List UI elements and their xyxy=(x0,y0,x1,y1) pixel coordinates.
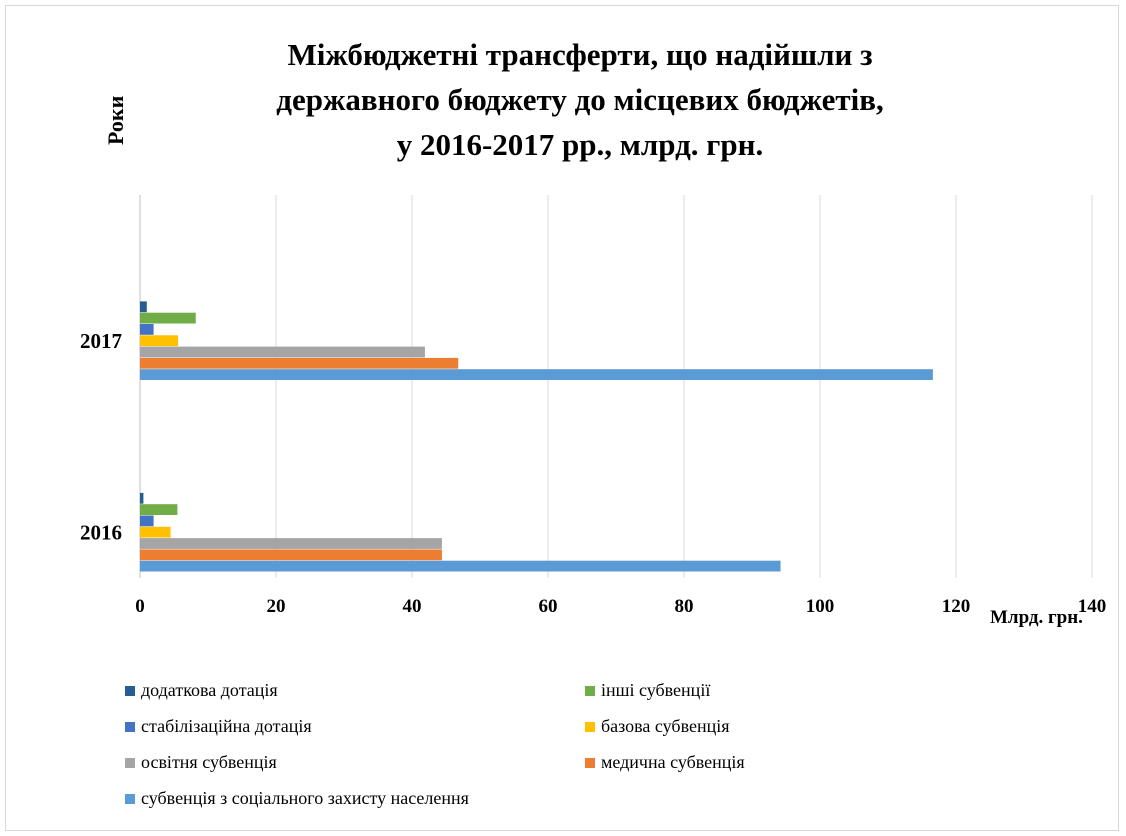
x-tick-label: 140 xyxy=(1078,596,1107,617)
bar xyxy=(140,549,442,561)
x-tick-label: 20 xyxy=(267,596,286,617)
bar xyxy=(140,560,781,572)
legend-label: інші субвенції xyxy=(601,680,711,700)
bar xyxy=(140,504,178,515)
title-line-1: Міжбюджетні трансферти, що надійшли з xyxy=(287,37,873,72)
x-tick-label: 0 xyxy=(135,596,145,617)
bar xyxy=(140,357,459,369)
chart-frame xyxy=(5,5,1119,831)
legend-swatch xyxy=(125,685,135,696)
bar xyxy=(140,515,154,527)
legend-swatch xyxy=(585,757,595,768)
legend-label: медична субвенція xyxy=(601,752,745,772)
legend-label: базова субвенція xyxy=(601,716,730,736)
legend-label: субвенція з соціального захисту населенн… xyxy=(141,788,469,808)
chart-title: Міжбюджетні трансферти, що надійшли з де… xyxy=(160,32,1000,167)
bar xyxy=(140,312,196,324)
title-line-3: у 2016-2017 рр., млрд. грн. xyxy=(396,127,764,162)
legend-item: медична субвенція xyxy=(585,752,745,773)
legend-item: додаткова дотація xyxy=(125,680,278,701)
chart-legend: додаткова дотація інші субвенції стабіліза… xyxy=(125,672,1045,832)
legend-item: освітня субвенція xyxy=(125,752,277,773)
legend-swatch xyxy=(125,721,135,732)
legend-item: стабілізаційна дотація xyxy=(125,716,312,737)
x-tick-label: 120 xyxy=(942,596,971,617)
bar xyxy=(140,335,179,347)
bar xyxy=(140,492,144,504)
legend-swatch xyxy=(585,721,595,732)
legend-label: стабілізаційна дотація xyxy=(141,716,312,736)
bar xyxy=(140,301,147,313)
legend-label: додаткова дотація xyxy=(141,680,278,700)
bar xyxy=(140,526,171,538)
title-line-2: державного бюджету до місцевих бюджетів, xyxy=(276,82,884,117)
legend-item: базова субвенція xyxy=(585,716,730,737)
x-tick-label: 40 xyxy=(403,596,422,617)
bar xyxy=(140,369,933,380)
x-axis-label: Млрд. грн. xyxy=(990,607,1083,628)
x-tick-label: 100 xyxy=(806,596,835,617)
bar xyxy=(140,538,442,549)
x-tick-label: 80 xyxy=(675,596,694,617)
bar xyxy=(140,346,425,358)
legend-item: субвенція з соціального захисту населенн… xyxy=(125,788,469,809)
bar xyxy=(140,324,154,335)
x-tick-label: 60 xyxy=(539,596,558,617)
y-tick-label: 2017 xyxy=(80,329,122,353)
y-tick-label: 2016 xyxy=(80,520,122,544)
legend-swatch xyxy=(125,793,135,804)
legend-swatch xyxy=(125,757,135,768)
legend-swatch xyxy=(585,685,595,696)
legend-item: інші субвенції xyxy=(585,680,710,701)
legend-label: освітня субвенція xyxy=(141,752,277,772)
